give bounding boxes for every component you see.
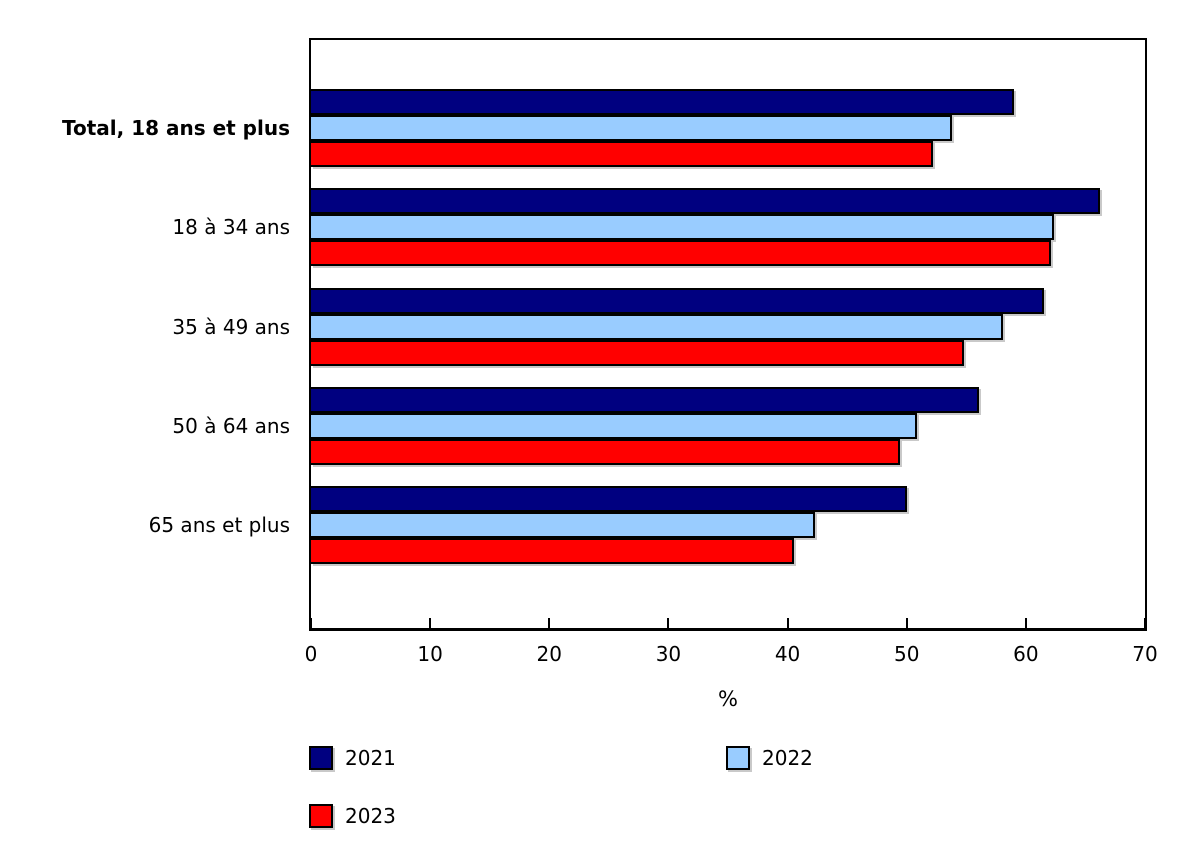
bar-2022-group0 (311, 115, 952, 141)
category-label-2: 35 à 49 ans (172, 314, 290, 339)
x-tick-40 (786, 618, 789, 628)
x-axis-tick-labels: 0 10 20 30 40 50 60 70 (305, 642, 1158, 670)
bar-2021-group4 (311, 486, 907, 513)
bar-2022-group2 (311, 313, 1004, 340)
legend-label-2021: 2021 (345, 746, 396, 770)
x-tick-label-60: 60 (1013, 642, 1039, 666)
legend-item-2021: 2021 (309, 746, 396, 770)
category-label-3: 50 à 64 ans (172, 413, 290, 438)
legend-item-2023: 2023 (309, 804, 396, 828)
bar-2022-group1 (311, 214, 1055, 241)
legend-swatch-2023 (309, 804, 333, 828)
x-tick-label-30: 30 (655, 642, 682, 666)
bar-2021-group1 (311, 188, 1100, 215)
bar-2023-group2 (311, 339, 964, 366)
plot-area (309, 38, 1147, 631)
x-tick-0 (310, 618, 312, 628)
bar-2023-group4 (311, 538, 794, 565)
x-axis-title: % (718, 687, 738, 711)
category-label-1: 18 à 34 ans (172, 215, 290, 240)
bar-2022-group4 (311, 512, 815, 539)
legend-swatch-2021 (309, 746, 333, 770)
bar-2023-group0 (311, 141, 933, 167)
legend-label-2022: 2022 (762, 746, 813, 770)
bar-2022-group3 (311, 412, 918, 439)
legend-label-2023: 2023 (345, 804, 396, 828)
legend-swatch-2022 (726, 746, 750, 770)
x-tick-60 (1024, 618, 1027, 628)
category-label-4: 65 ans et plus (148, 513, 290, 538)
bar-2021-group0 (311, 89, 1014, 115)
legend-item-2022: 2022 (726, 746, 813, 770)
bar-2023-group1 (311, 240, 1051, 267)
x-tick-10 (429, 618, 432, 628)
x-tick-20 (548, 618, 551, 628)
y-axis-labels: Total, 18 ans et plus 18 à 34 ans 35 à 49 … (0, 40, 290, 628)
x-tick-70 (1144, 618, 1146, 628)
x-tick-label-40: 40 (774, 642, 801, 666)
bar-2021-group2 (311, 287, 1044, 314)
x-tick-30 (667, 618, 670, 628)
x-tick-label-50: 50 (893, 642, 920, 666)
bar-2021-group3 (311, 386, 980, 413)
x-tick-label-70: 70 (1132, 642, 1158, 666)
x-tick-50 (905, 618, 908, 628)
bar-2023-group3 (311, 438, 900, 465)
x-tick-label-10: 10 (417, 642, 443, 666)
x-tick-label-20: 20 (536, 642, 563, 666)
x-tick-label-0: 0 (304, 642, 318, 666)
category-label-0: Total, 18 ans et plus (62, 116, 290, 140)
